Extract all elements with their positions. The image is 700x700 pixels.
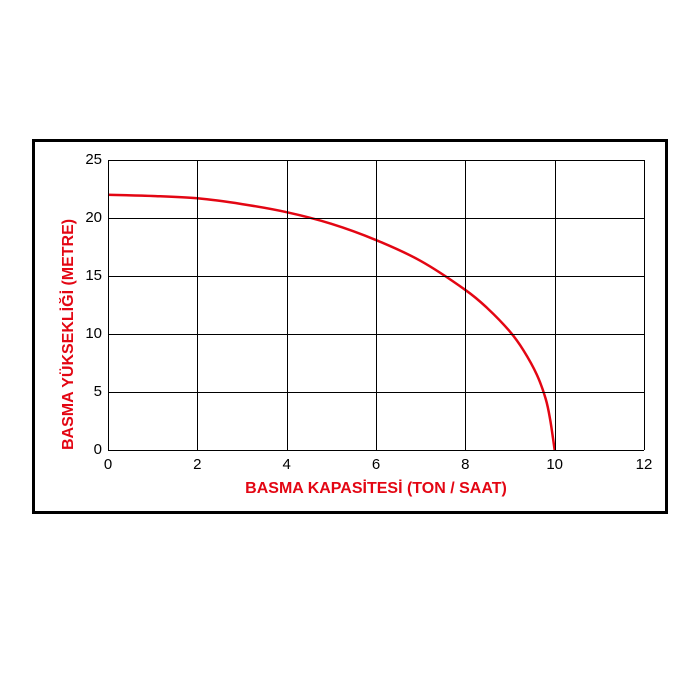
- x-tick-label: 8: [445, 456, 485, 473]
- grid-line-horizontal: [108, 160, 644, 161]
- y-tick-label: 5: [94, 383, 102, 400]
- grid-line-horizontal: [108, 334, 644, 335]
- x-tick-label: 2: [177, 456, 217, 473]
- grid-line-vertical: [287, 160, 288, 450]
- grid-line-vertical: [465, 160, 466, 450]
- grid-line-horizontal: [108, 450, 644, 451]
- x-tick-label: 10: [535, 456, 575, 473]
- series-line: [108, 195, 555, 450]
- x-tick-label: 0: [88, 456, 128, 473]
- grid-line-horizontal: [108, 392, 644, 393]
- grid-line-vertical: [644, 160, 645, 450]
- y-tick-label: 15: [85, 267, 102, 284]
- grid-line-vertical: [108, 160, 109, 450]
- grid-line-horizontal: [108, 276, 644, 277]
- y-tick-label: 0: [94, 441, 102, 458]
- grid-line-horizontal: [108, 218, 644, 219]
- y-tick-label: 10: [85, 325, 102, 342]
- grid-line-vertical: [197, 160, 198, 450]
- x-tick-label: 6: [356, 456, 396, 473]
- y-tick-label: 25: [85, 151, 102, 168]
- grid-line-vertical: [555, 160, 556, 450]
- x-tick-label: 4: [267, 456, 307, 473]
- series-curve: [0, 0, 700, 700]
- grid-line-vertical: [376, 160, 377, 450]
- x-tick-label: 12: [624, 456, 664, 473]
- y-tick-label: 20: [85, 209, 102, 226]
- chart-canvas: BASMA YÜKSEKLİĞİ (METRE) BASMA KAPASİTES…: [0, 0, 700, 700]
